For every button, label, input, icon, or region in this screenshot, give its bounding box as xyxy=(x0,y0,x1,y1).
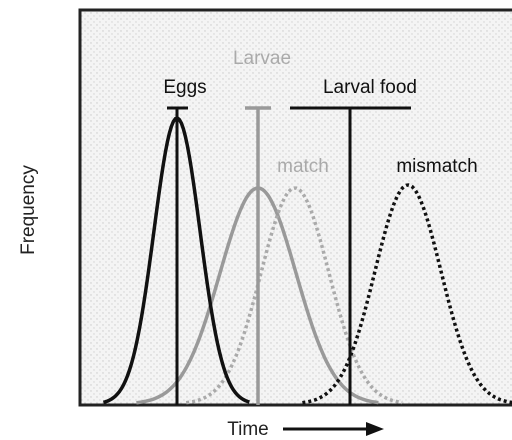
mismatch-label: mismatch xyxy=(396,156,477,177)
eggs-label: Eggs xyxy=(163,77,206,98)
y-axis-label: Frequency xyxy=(18,165,39,255)
larvae-label: Larvae xyxy=(233,48,291,69)
match-curve xyxy=(185,186,403,405)
time-arrowhead xyxy=(366,422,384,436)
match-label: match xyxy=(277,156,329,177)
x-axis-label: Time xyxy=(227,419,269,440)
food-label: Larval food xyxy=(323,77,417,98)
mismatch-curve xyxy=(302,183,512,405)
plot-frame xyxy=(78,8,512,407)
